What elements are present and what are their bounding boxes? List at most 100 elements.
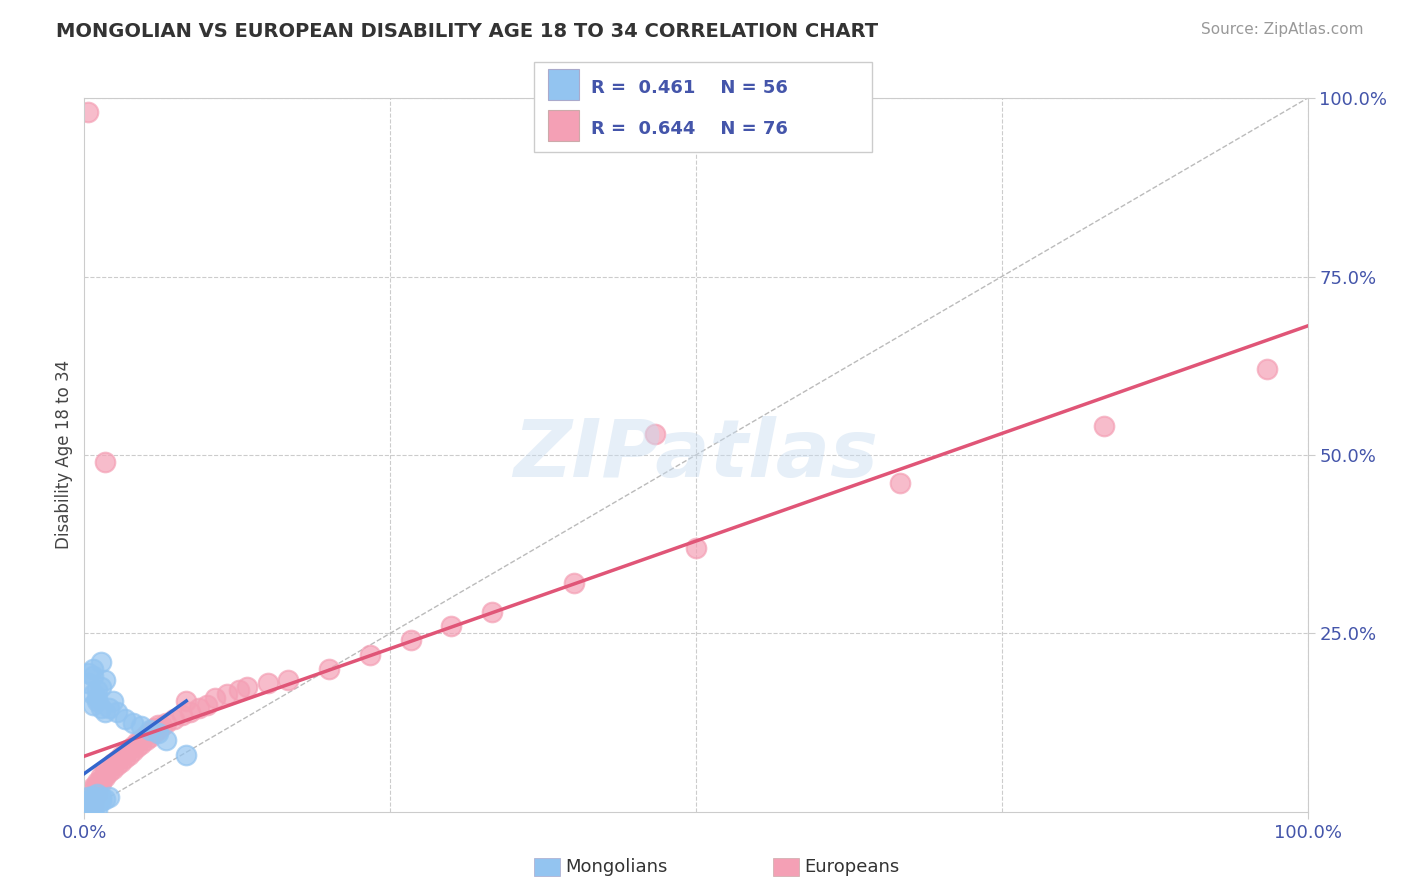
Point [105, 758, 128, 772]
Point [135, 733, 157, 747]
Point [172, 708, 194, 723]
Point [93, 767, 117, 781]
Point [187, 701, 209, 715]
Text: ZIPatlas: ZIPatlas [513, 416, 879, 494]
Point [90, 772, 112, 787]
Point [217, 687, 239, 701]
Text: Source: ZipAtlas.com: Source: ZipAtlas.com [1201, 22, 1364, 37]
Point [93, 764, 117, 778]
Point [77, 676, 100, 690]
Point [93, 673, 117, 687]
Point [114, 712, 136, 726]
Point [82, 783, 104, 797]
Point [155, 733, 177, 747]
Point [77, 790, 100, 805]
Point [82, 792, 104, 806]
Point [82, 796, 104, 810]
Point [644, 426, 666, 441]
Point [1256, 362, 1278, 376]
Text: R =  0.461    N = 56: R = 0.461 N = 56 [591, 78, 787, 97]
Text: MONGOLIAN VS EUROPEAN DISABILITY AGE 18 TO 34 CORRELATION CHART: MONGOLIAN VS EUROPEAN DISABILITY AGE 18 … [56, 22, 879, 41]
Point [127, 735, 149, 749]
Point [146, 726, 169, 740]
Point [889, 476, 911, 491]
Point [228, 683, 250, 698]
Text: R =  0.644    N = 76: R = 0.644 N = 76 [591, 120, 787, 138]
Point [93, 705, 117, 719]
Point [399, 633, 422, 648]
Point [97, 760, 120, 774]
Point [118, 747, 141, 762]
Point [131, 731, 153, 746]
Point [77, 794, 100, 808]
Point [86, 787, 108, 801]
Point [90, 776, 112, 790]
Point [562, 576, 585, 591]
Point [82, 789, 104, 803]
Point [90, 701, 112, 715]
Point [90, 655, 112, 669]
Point [138, 730, 160, 744]
Point [122, 715, 145, 730]
Point [97, 701, 120, 715]
Point [122, 739, 145, 753]
Point [101, 694, 124, 708]
Point [110, 755, 132, 769]
Point [77, 800, 100, 814]
Point [77, 803, 100, 817]
Point [179, 705, 201, 719]
Point [176, 747, 198, 762]
Y-axis label: Disability Age 18 to 34: Disability Age 18 to 34 [55, 360, 73, 549]
Point [82, 698, 104, 712]
Point [163, 712, 186, 726]
Point [90, 794, 112, 808]
Point [82, 789, 104, 803]
Point [77, 797, 100, 812]
Point [204, 690, 226, 705]
Point [122, 744, 145, 758]
Point [86, 778, 108, 792]
Point [77, 804, 100, 818]
Point [135, 728, 157, 742]
Point [359, 648, 381, 662]
Point [82, 799, 104, 814]
Point [176, 694, 198, 708]
Point [90, 680, 112, 694]
Point [77, 799, 100, 814]
Point [82, 669, 104, 683]
Point [127, 740, 149, 755]
Point [318, 662, 340, 676]
Point [155, 715, 177, 730]
Point [142, 721, 165, 735]
Point [86, 774, 108, 789]
Point [118, 742, 141, 756]
Point [77, 803, 100, 817]
Point [138, 723, 160, 737]
Point [77, 105, 100, 120]
Point [77, 801, 100, 815]
Point [97, 790, 120, 805]
Point [1092, 419, 1115, 434]
Point [77, 665, 100, 680]
Point [138, 724, 160, 739]
Point [101, 756, 124, 771]
Point [86, 794, 108, 808]
Point [93, 771, 117, 785]
Point [77, 797, 100, 812]
Point [77, 794, 100, 808]
Point [82, 796, 104, 810]
Point [82, 797, 104, 812]
Point [82, 687, 104, 701]
Point [440, 619, 463, 633]
Text: Mongolians: Mongolians [565, 858, 668, 876]
Point [86, 683, 108, 698]
Point [82, 780, 104, 794]
Point [90, 790, 112, 805]
Point [105, 705, 128, 719]
Point [77, 803, 100, 817]
Point [146, 723, 169, 737]
Point [105, 753, 128, 767]
Point [86, 792, 108, 806]
Point [86, 690, 108, 705]
Point [131, 719, 153, 733]
